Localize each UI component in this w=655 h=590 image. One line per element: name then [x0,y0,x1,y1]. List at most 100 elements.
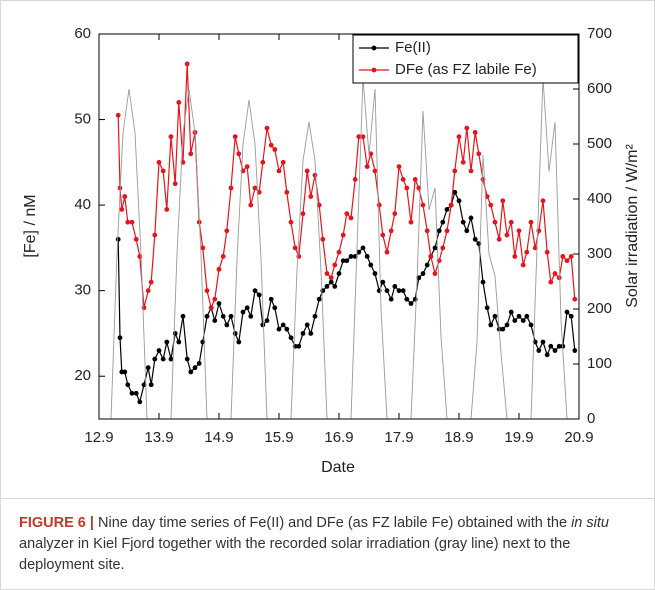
point [216,301,222,306]
point [316,296,322,302]
point [119,206,125,212]
point [252,185,258,191]
point [300,211,306,217]
point [220,254,226,259]
point [137,399,143,405]
point [420,271,426,276]
point [168,134,174,140]
point [364,254,370,259]
point [512,254,518,259]
y2-tick-label: 600 [587,80,612,97]
point [212,296,218,302]
point [460,219,466,225]
point [572,296,578,302]
point [280,159,286,165]
point [528,322,534,328]
x-tick-label: 19.9 [504,429,533,446]
point [296,254,302,259]
point [348,254,354,259]
x-tick-label: 14.9 [204,429,233,446]
point [424,262,430,268]
point [228,313,234,319]
point [228,185,234,191]
point [340,232,346,238]
point [352,177,358,182]
point [264,318,270,324]
point [504,232,510,238]
point [540,198,546,204]
point [528,219,534,225]
point [348,215,354,221]
point [564,258,570,264]
point [148,382,154,388]
point [484,305,490,311]
point [176,339,182,345]
point [540,339,546,345]
caption: FIGURE 6 | Nine day time series of Fe(II… [1,498,654,576]
point [320,288,326,294]
point [204,288,210,294]
point [272,147,278,152]
point [472,236,478,242]
point [168,356,174,362]
point [384,249,390,255]
point [520,318,526,324]
point [512,318,518,324]
point [548,343,554,349]
point [568,313,574,319]
y2-tick-label: 300 [587,245,612,262]
point [122,369,128,375]
point [432,245,438,251]
point [268,296,274,302]
y-axis-label: [Fe] / nM [22,194,39,257]
point [308,331,314,336]
point [224,322,230,328]
point [328,275,334,281]
point [176,100,182,105]
point [472,129,478,135]
legend-marker [371,67,377,73]
point [184,356,190,362]
point [204,313,210,319]
point [332,283,338,289]
point [148,279,154,285]
point [236,339,242,345]
point [284,189,290,195]
point [400,177,406,182]
point [288,219,294,225]
point [500,198,506,204]
point [476,151,482,157]
point [252,288,258,294]
point [360,134,366,140]
point [532,245,538,251]
point [488,202,494,208]
point [516,228,522,234]
point [412,177,418,182]
y2-tick-label: 100 [587,355,612,372]
point [572,348,578,353]
point [440,219,446,225]
point [548,279,554,285]
point [152,356,158,362]
point [260,159,266,165]
y2-tick-label: 700 [587,25,612,42]
point [432,271,438,276]
x-tick-label: 13.9 [144,429,173,446]
point [232,331,238,336]
point [292,245,298,251]
y2-tick-label: 500 [587,135,612,152]
point [372,271,378,276]
point [208,305,214,311]
point [172,181,178,187]
point [300,331,306,336]
x-tick-label: 17.9 [384,429,413,446]
point [115,236,121,242]
point [232,134,238,140]
y2-tick-label: 400 [587,190,612,207]
point [156,159,162,165]
point [408,301,414,306]
point [216,266,222,272]
point [240,309,246,315]
point [516,313,522,319]
